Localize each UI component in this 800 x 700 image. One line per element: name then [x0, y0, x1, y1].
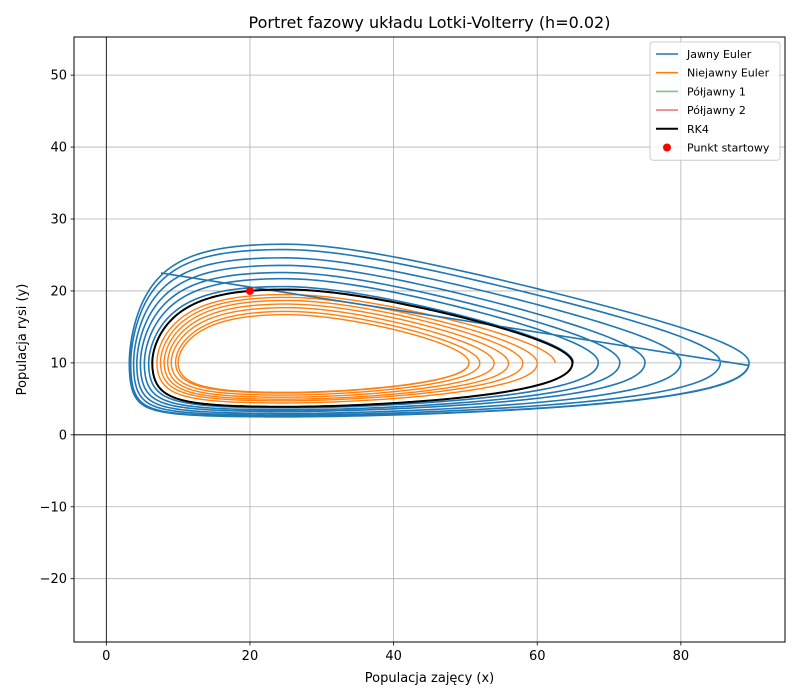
- legend-label: RK4: [687, 123, 709, 136]
- zero-lines: [74, 37, 785, 642]
- x-tick-label: 60: [529, 649, 546, 664]
- start-point-group: [245, 286, 254, 295]
- series-line-jawny-euler: [128, 243, 750, 418]
- legend-label: Niejawny Euler: [687, 67, 770, 80]
- legend-box: [649, 41, 781, 161]
- y-tick-label: 30: [50, 213, 67, 228]
- series-group: [128, 243, 750, 418]
- series-line-rk4: [151, 288, 574, 408]
- y-tick-label: 0: [59, 428, 67, 443]
- legend-label: Półjawny 2: [687, 104, 746, 117]
- legend-label: Punkt startowy: [687, 142, 770, 155]
- y-tick-label: −20: [40, 572, 67, 587]
- start-point-marker: [245, 286, 254, 295]
- y-tick-label: −10: [40, 500, 67, 515]
- x-tick-label: 40: [385, 649, 402, 664]
- x-tick-label: 80: [673, 649, 690, 664]
- y-tick-label: 20: [50, 284, 67, 299]
- plot-frame: [73, 36, 786, 643]
- tick-marks: 0 20 40 60 80 −20 −10 0 10 20 30 40 50: [40, 69, 690, 664]
- y-tick-label: 40: [50, 141, 67, 156]
- y-tick-label: 10: [50, 356, 67, 371]
- y-axis-label: Populacja rysi (y): [15, 284, 30, 396]
- x-tick-label: 0: [102, 649, 110, 664]
- x-tick-label: 20: [242, 649, 259, 664]
- y-tick-label: 50: [50, 69, 67, 84]
- legend-label: Półjawny 1: [687, 85, 746, 98]
- legend: Jawny Euler Niejawny Euler Półjawny 1 Półja…: [649, 41, 781, 161]
- chart-title: Portret fazowy układu Lotki-Volterry (h=…: [249, 13, 611, 32]
- legend-swatch: [663, 143, 671, 152]
- x-axis-label: Populacja zajęcy (x): [365, 671, 494, 686]
- legend-label: Jawny Euler: [686, 48, 752, 61]
